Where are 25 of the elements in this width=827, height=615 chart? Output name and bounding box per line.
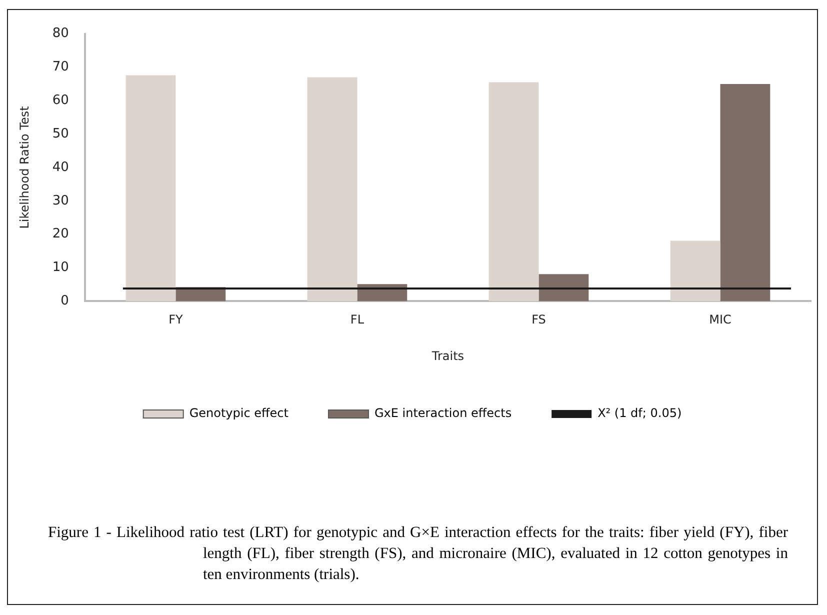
bar bbox=[307, 77, 358, 302]
x-tick-label: FL bbox=[350, 312, 364, 327]
x-tick-label: FS bbox=[532, 312, 546, 327]
bar bbox=[720, 84, 770, 302]
y-tick-label: 20 bbox=[52, 226, 69, 242]
legend-label: GxE interaction effects bbox=[374, 406, 512, 420]
x-tick-label: MIC bbox=[709, 312, 732, 327]
y-tick-label: 0 bbox=[60, 294, 69, 309]
bar bbox=[538, 274, 589, 302]
legend-label: Genotypic effect bbox=[189, 406, 289, 420]
y-tick-label: 50 bbox=[52, 126, 69, 142]
y-tick-label: 30 bbox=[52, 193, 69, 208]
legend-label: X² (1 df; 0.05) bbox=[598, 406, 682, 420]
y-axis-title: Likelihood Ratio Test bbox=[17, 106, 32, 229]
y-tick-label: 80 bbox=[52, 26, 69, 42]
x-axis-title: Traits bbox=[430, 348, 464, 363]
caption: Figure 1 - Likelihood ratio test (LRT) for genotypic and G×E interaction effects for the traits: fiber yield (FY), fiber length (FL), fiber strength (FS), and micronaire (MIC), evaluated in 12 cotton genotypes in ten environments (trials). bbox=[48, 523, 788, 585]
x-tick-label: FY bbox=[168, 312, 184, 327]
bar bbox=[670, 240, 720, 302]
bar bbox=[488, 82, 539, 302]
y-tick-label: 10 bbox=[52, 260, 69, 276]
y-tick-label: 60 bbox=[52, 93, 69, 108]
y-tick-label: 40 bbox=[52, 160, 69, 175]
y-tick-label: 70 bbox=[52, 60, 69, 75]
bar bbox=[126, 75, 176, 302]
